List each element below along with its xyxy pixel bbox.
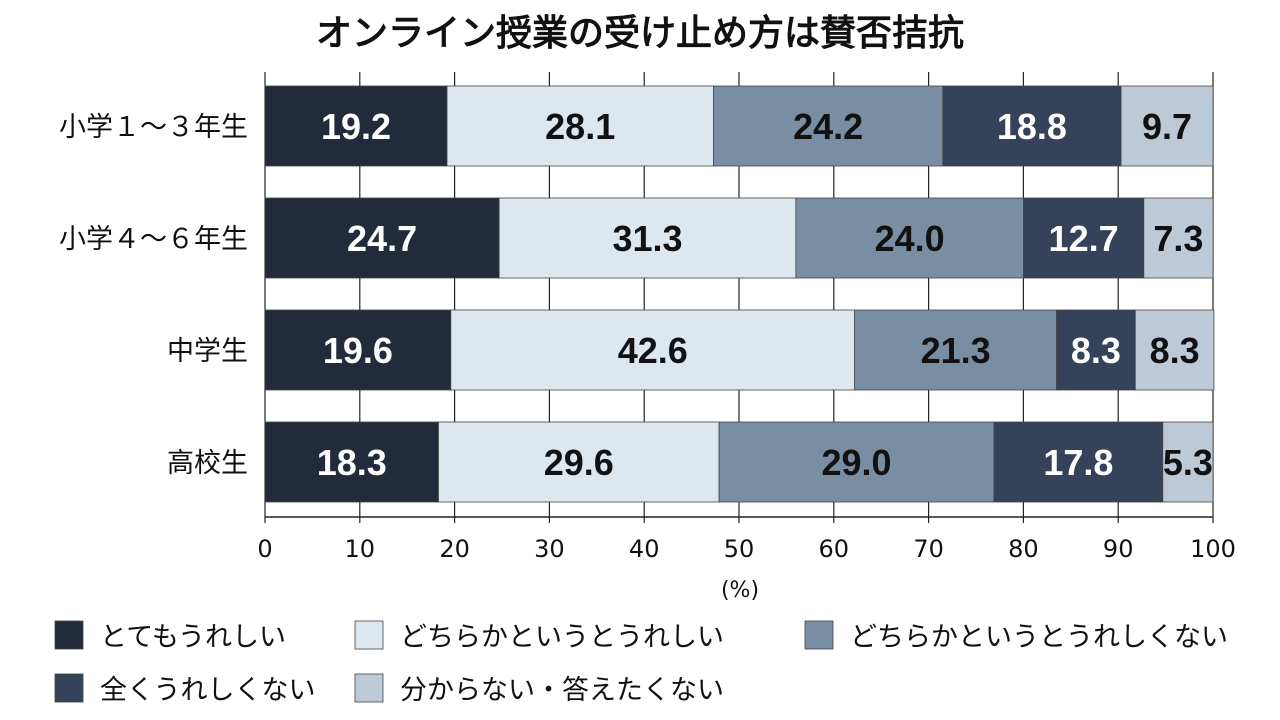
x-axis-unit: (%) xyxy=(721,578,759,603)
bar-segment xyxy=(1143,197,1214,279)
value-label: 29.6 xyxy=(544,442,614,483)
bar-segment xyxy=(1056,309,1136,391)
value-label: 24.0 xyxy=(875,218,945,259)
bar-segment xyxy=(446,85,714,167)
x-tick-label: 40 xyxy=(629,535,660,563)
bars xyxy=(264,85,1215,503)
legend: とてもうれしい どちらかというとうれしい どちらかというとうれしくない全くうれしくな… xyxy=(54,620,1228,706)
x-tick-label: 20 xyxy=(439,535,470,563)
x-tick-label: 60 xyxy=(819,535,850,563)
bar-segment xyxy=(438,421,720,503)
bar-segment xyxy=(264,309,452,391)
legend-label: 分からない・答えたくない xyxy=(400,675,724,706)
chart-title: オンライン授業の受け止め方は賛否拮抗 xyxy=(316,12,964,54)
value-labels: 19.2 28.1 24.2 18.8 9.7 24.7 31.3 24.0 12.7 7.3 19… xyxy=(317,106,1213,483)
x-tick-label: 0 xyxy=(257,535,272,563)
value-label: 28.1 xyxy=(545,106,615,147)
category-label: 小学１～３年生 xyxy=(59,112,248,143)
value-label: 7.3 xyxy=(1153,218,1203,259)
x-tick-label: 70 xyxy=(913,535,944,563)
x-tick-label: 10 xyxy=(345,535,376,563)
category-label: 中学生 xyxy=(167,336,248,367)
value-label: 31.3 xyxy=(612,218,682,259)
value-label: 21.3 xyxy=(921,330,991,371)
legend-label: 全くうれしくない xyxy=(100,675,315,706)
bar-segment xyxy=(1023,197,1145,279)
bar-segment xyxy=(1120,85,1214,167)
bar-segment xyxy=(718,421,995,503)
value-label: 9.7 xyxy=(1142,106,1192,147)
bar-segment xyxy=(993,421,1164,503)
x-tick-label: 80 xyxy=(1008,535,1039,563)
legend-label: どちらかというとうれしくない xyxy=(850,622,1228,653)
legend-label: とてもうれしい xyxy=(100,622,286,653)
bar-segment xyxy=(942,85,1122,167)
x-tick-label: 90 xyxy=(1103,535,1134,563)
value-label: 18.3 xyxy=(317,442,387,483)
bar-segment xyxy=(1162,421,1214,503)
value-label: 29.0 xyxy=(822,442,892,483)
value-label: 24.2 xyxy=(793,106,863,147)
bar-segment xyxy=(264,421,439,503)
legend-swatch xyxy=(804,620,834,650)
value-label: 42.6 xyxy=(618,330,688,371)
legend-swatch xyxy=(54,620,84,650)
category-label: 高校生 xyxy=(167,448,248,479)
bar-segment xyxy=(1134,309,1215,391)
legend-swatch xyxy=(354,673,384,703)
legend-swatch xyxy=(54,673,84,703)
x-tick-label: 50 xyxy=(724,535,755,563)
value-label: 8.3 xyxy=(1071,330,1121,371)
bar-segment xyxy=(264,197,500,279)
value-label: 5.3 xyxy=(1163,442,1213,483)
bar-segment xyxy=(450,309,856,391)
value-label: 8.3 xyxy=(1150,330,1200,371)
bar-segment xyxy=(713,85,944,167)
value-label: 17.8 xyxy=(1043,442,1113,483)
x-axis: 0 10 20 30 40 50 60 70 80 90 100 xyxy=(257,516,1236,563)
bar-segment xyxy=(498,197,797,279)
value-label: 18.8 xyxy=(997,106,1067,147)
legend-swatch xyxy=(354,620,384,650)
bar-segment xyxy=(854,309,1057,391)
value-label: 12.7 xyxy=(1049,218,1119,259)
value-label: 19.6 xyxy=(323,330,393,371)
bar-segment xyxy=(264,85,448,167)
x-tick-label: 30 xyxy=(534,535,565,563)
value-label: 24.7 xyxy=(347,218,417,259)
value-label: 19.2 xyxy=(321,106,391,147)
x-tick-label: 100 xyxy=(1190,535,1236,563)
legend-label: どちらかというとうれしい xyxy=(400,622,724,653)
category-label: 小学４～６年生 xyxy=(59,224,248,255)
